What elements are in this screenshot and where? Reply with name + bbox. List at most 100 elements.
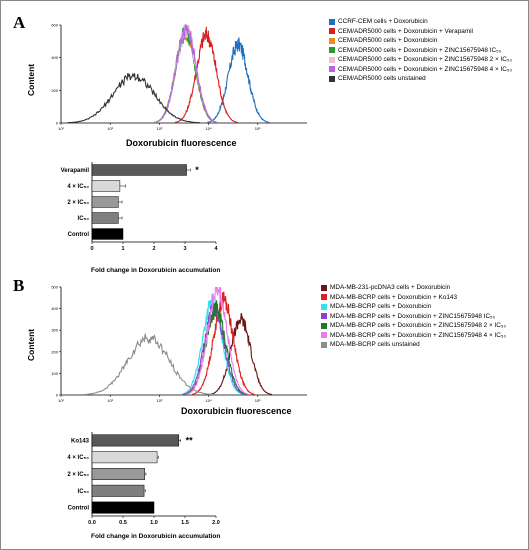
bar-category-label: IC₅₀: [78, 489, 90, 495]
histogram-b-xlabel: Doxorubicin fluorescence: [181, 406, 292, 416]
legend-swatch: [321, 313, 327, 320]
histogram-b-legend: MDA-MB-231-pcDNA3 cells + Doxorubicin MDA…: [321, 283, 506, 350]
histogram-x-tick-label: 10²: [107, 398, 113, 403]
histogram-x-tick-label: 10¹: [58, 398, 64, 403]
histogram-series-line: [174, 26, 238, 124]
legend-swatch: [321, 284, 327, 291]
legend-item: CEM/ADR5000 cells unstained: [329, 74, 512, 84]
histogram-y-tick-label: 0: [56, 121, 59, 126]
bar-category-label: Control: [68, 232, 90, 238]
bar-category-label: 4 × IC₅₀: [67, 184, 89, 190]
legend-label: CEM/ADR5000 cells + Doxorubicin + Verapa…: [338, 27, 473, 35]
bar: [91, 468, 145, 480]
bar-x-tick-label: 0: [90, 246, 93, 252]
legend-swatch: [329, 75, 335, 82]
histogram-y-tick-label: 500: [51, 285, 58, 290]
legend-item: CEM/ADR5000 cells + Doxorubicin + Verapa…: [329, 27, 512, 37]
significance-annotation: *: [195, 165, 199, 175]
bar: [91, 228, 124, 240]
bar: [91, 501, 155, 514]
histogram-series-line: [185, 286, 249, 395]
legend-label: CEM/ADR5000 cells + Doxorubicin + ZINC15…: [338, 65, 513, 73]
legend-label: MDA-MB-BCRP cells + Doxorubicin + Ko143: [330, 293, 458, 301]
histogram-series-line: [206, 37, 270, 124]
histogram-x-tick-label: 10⁴: [206, 126, 212, 131]
significance-annotation: **: [186, 435, 194, 445]
bar-category-label: 2 × IC₅₀: [67, 472, 89, 478]
legend-swatch: [321, 332, 327, 339]
histogram-a-legend: CCRF-CEM cells + Doxorubicin CEM/ADR5000 …: [329, 17, 512, 84]
legend-label: MDA-MB-BCRP cells + Doxorubicin + ZINC15…: [330, 331, 507, 339]
legend-swatch: [329, 28, 335, 35]
bar: [91, 451, 158, 464]
bar: [91, 484, 145, 497]
legend-swatch: [329, 47, 335, 54]
bar-category-label: Control: [68, 506, 90, 512]
legend-swatch: [329, 66, 335, 73]
legend-item: MDA-MB-BCRP cells + Doxorubicin + ZINC15…: [321, 321, 506, 331]
histogram-x-tick-label: 10⁵: [255, 126, 261, 131]
legend-swatch: [321, 294, 327, 301]
histogram-y-tick-label: 100: [51, 371, 58, 376]
histogram-x-tick-label: 10⁵: [255, 398, 261, 403]
legend-label: MDA-MB-BCRP cells + Doxorubicin + ZINC15…: [330, 312, 496, 320]
legend-label: MDA-MB-BCRP cells unstained: [330, 341, 420, 348]
bar: [91, 434, 180, 447]
legend-item: MDA-MB-BCRP cells + Doxorubicin + Ko143: [321, 293, 506, 303]
legend-label: MDA-MB-231-pcDNA3 cells + Doxorubicin: [330, 284, 451, 291]
legend-item: MDA-MB-BCRP cells unstained: [321, 340, 506, 350]
legend-label: CEM/ADR5000 cells unstained: [338, 75, 426, 82]
legend-item: MDA-MB-BCRP cells + Doxorubicin + ZINC15…: [321, 331, 506, 341]
bar-chart-a-xlabel: Fold change in Doxorubicin accumulation: [91, 267, 221, 274]
panel-b-label: B: [13, 276, 25, 295]
histogram-y-tick-label: 300: [51, 328, 58, 333]
bar-x-tick-label: 1.0: [150, 520, 158, 526]
legend-swatch: [321, 341, 327, 348]
panel-a-label: A: [13, 13, 26, 32]
histogram-a-xlabel: Doxorubicin fluorescence: [126, 138, 237, 148]
legend-label: MDA-MB-BCRP cells + Doxorubicin + ZINC15…: [330, 322, 507, 329]
bar-chart-b-xlabel: Fold change in Doxorubicin accumulation: [91, 533, 221, 540]
legend-item: MDA-MB-BCRP cells + Doxorubicin: [321, 302, 506, 312]
bar-x-tick-label: 3: [183, 246, 186, 252]
histogram-y-tick-label: 200: [51, 349, 58, 354]
histogram-y-tick-label: 0: [56, 393, 59, 398]
bar-category-label: Ko143: [71, 438, 90, 444]
bar-category-label: Verapamil: [61, 168, 90, 174]
bar-x-tick-label: 0.0: [88, 520, 96, 526]
legend-label: CEM/ADR5000 cells + Doxorubicin + ZINC15…: [338, 46, 502, 54]
histogram-x-tick-label: 10³: [157, 398, 163, 403]
bar-x-tick-label: 4: [214, 246, 218, 252]
histogram-x-tick-label: 10¹: [58, 126, 64, 131]
legend-item: CCRF-CEM cells + Doxorubicin: [329, 17, 512, 27]
legend-item: MDA-MB-BCRP cells + Doxorubicin + ZINC15…: [321, 312, 506, 322]
legend-swatch: [329, 37, 335, 44]
histogram-y-tick-label: 200: [51, 88, 58, 93]
bar-x-tick-label: 0.5: [119, 520, 127, 526]
histogram-x-tick-label: 10³: [157, 126, 163, 131]
histogram-y-tick-label: 600: [51, 23, 58, 28]
histogram-series-line: [191, 291, 255, 395]
legend-swatch: [329, 56, 335, 63]
bar-category-label: 2 × IC₅₀: [67, 200, 89, 206]
legend-item: CEM/ADR5000 cells + Doxorubicin + ZINC15…: [329, 65, 512, 75]
legend-item: CEM/ADR5000 cells + Doxorubicin + ZINC15…: [329, 55, 512, 65]
legend-item: MDA-MB-231-pcDNA3 cells + Doxorubicin: [321, 283, 506, 293]
legend-swatch: [329, 18, 335, 25]
legend-swatch: [321, 322, 327, 329]
histogram-x-tick-label: 10⁴: [206, 398, 212, 403]
legend-label: CEM/ADR5000 cells + Doxorubicin + ZINC15…: [338, 56, 513, 63]
histogram-series-line: [209, 312, 273, 396]
bar-category-label: IC₅₀: [78, 216, 90, 222]
legend-label: CEM/ADR5000 cells + Doxorubicin: [338, 37, 438, 44]
histogram-series-line: [82, 333, 215, 396]
bar-category-label: 4 × IC₅₀: [67, 455, 89, 461]
histogram-series-line: [154, 23, 218, 123]
bar-x-tick-label: 1.5: [181, 520, 189, 526]
bar-x-tick-label: 1: [121, 246, 124, 252]
legend-item: CEM/ADR5000 cells + Doxorubicin + ZINC15…: [329, 46, 512, 56]
